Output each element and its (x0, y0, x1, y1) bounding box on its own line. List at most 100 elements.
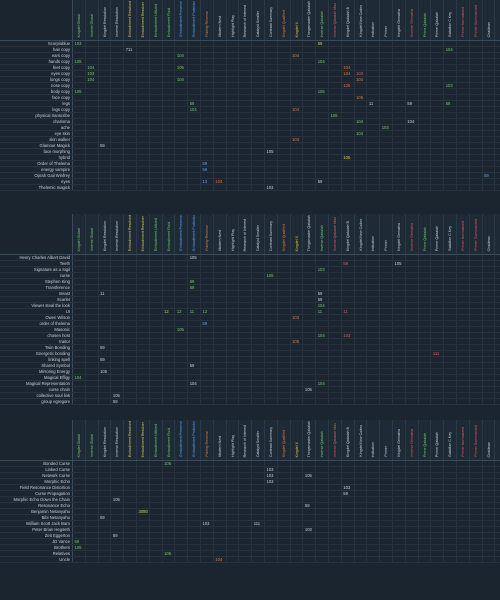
value-cell[interactable]: 104 (445, 47, 453, 52)
value-cell[interactable]: 104 (189, 107, 197, 112)
value-cell[interactable]: 59 (112, 399, 118, 404)
column-header[interactable]: Embodiment Protector (192, 421, 197, 457)
column-header[interactable]: Bataillon C Key (448, 432, 453, 457)
row-label[interactable]: Owen Wilson (45, 315, 70, 320)
value-cell[interactable]: 104 (176, 53, 184, 58)
value-cell[interactable]: 105 (176, 65, 184, 70)
column-header[interactable]: Highlight Play (230, 435, 235, 457)
value-cell[interactable]: 59 (202, 321, 208, 326)
value-cell[interactable]: 111 (253, 521, 261, 526)
value-cell[interactable]: 104 (87, 77, 95, 82)
column-header[interactable]: Prime Qabalah (422, 227, 427, 251)
column-header[interactable]: Inverse Qabalah Max (333, 216, 337, 251)
value-cell[interactable]: 103 (215, 179, 223, 184)
row-label[interactable]: Beast (59, 291, 70, 296)
column-header[interactable]: Embodiment Preserve (179, 1, 184, 37)
value-cell[interactable]: 12 (202, 309, 208, 314)
row-label[interactable]: Morphic Echo Down the Chain (13, 497, 70, 502)
value-cell[interactable]: 103 (292, 315, 300, 320)
row-label[interactable]: group egregore (41, 399, 70, 404)
row-label[interactable]: UI (65, 309, 70, 314)
value-cell[interactable]: 103 (266, 185, 274, 190)
row-label[interactable]: legs copy (52, 107, 70, 112)
value-cell[interactable]: 104 (189, 381, 197, 386)
value-cell[interactable]: 111 (432, 351, 440, 356)
column-header[interactable]: Embodiment Resolved (128, 0, 133, 37)
value-cell[interactable]: 105 (74, 89, 82, 94)
value-cell[interactable]: 11 (343, 309, 348, 314)
row-label[interactable]: Linked Curse (45, 467, 70, 472)
value-cell[interactable]: 59 (317, 297, 323, 302)
row-label[interactable]: Benjamin Netanyahu (31, 509, 70, 514)
value-cell[interactable]: 105 (266, 273, 274, 278)
value-cell[interactable]: 104 (356, 131, 364, 136)
value-cell[interactable]: 103 (202, 521, 210, 526)
column-header[interactable]: Kingdel Global (77, 13, 81, 37)
column-header[interactable]: Inverse Qabalah Max (333, 422, 337, 457)
column-header[interactable]: Embodiment Fluid (166, 428, 171, 457)
column-header[interactable]: Primer Summarized (473, 219, 478, 251)
value-cell[interactable]: 103 (317, 267, 325, 272)
column-header[interactable]: Kingdel New Codex (358, 425, 363, 457)
column-header[interactable]: Kingdel Resolution (102, 221, 107, 251)
row-label[interactable]: Oprah Gail Winfrey (34, 173, 70, 178)
column-header[interactable]: Embodiment Resolved (128, 420, 133, 457)
column-header[interactable]: Research of Interest (243, 218, 248, 251)
column-header[interactable]: Embodiment Resolved (128, 214, 133, 251)
value-cell[interactable]: 104 (292, 107, 300, 112)
value-cell[interactable]: 105 (176, 327, 184, 332)
row-label[interactable]: lungs copy (49, 77, 70, 82)
column-header[interactable]: Inverse Qabalah (320, 10, 325, 37)
column-header[interactable]: Primer Normalized (461, 221, 465, 251)
row-label[interactable]: eye skin (54, 131, 70, 136)
column-header[interactable]: Primer (384, 446, 389, 457)
column-header[interactable]: Thingsmaster Qabalah (307, 420, 312, 457)
column-header[interactable]: Indication (371, 21, 376, 37)
row-label[interactable]: energy vampire (41, 167, 70, 172)
row-label[interactable]: collective soul link (36, 393, 70, 398)
value-cell[interactable]: 59 (304, 503, 310, 508)
column-header[interactable]: Kingdel New Codex (358, 219, 363, 251)
value-cell[interactable]: 711 (125, 47, 133, 52)
column-header[interactable]: Kingdel Global (77, 433, 81, 457)
column-header[interactable]: Kingdel New Codex (358, 5, 363, 37)
value-cell[interactable]: 105 (164, 461, 172, 466)
column-header[interactable]: Inverse Qabalah (320, 224, 325, 251)
column-header[interactable]: Primer (384, 26, 389, 37)
column-header[interactable]: Embodiment Preserve (179, 421, 184, 457)
column-header[interactable]: Inverse Global (89, 227, 94, 251)
row-label[interactable]: ears copy (51, 53, 70, 58)
column-header[interactable]: Chaldean (486, 235, 491, 251)
row-label[interactable]: Mirroring Energy (39, 369, 70, 374)
column-header[interactable]: Primer Normalized (461, 427, 465, 457)
column-header[interactable]: Catalyst Smaller (256, 10, 261, 37)
row-label[interactable]: Masonic (54, 327, 70, 332)
value-cell[interactable]: 11 (100, 291, 105, 296)
value-cell[interactable]: 105 (304, 387, 312, 392)
column-header[interactable]: Research of Interest (243, 424, 248, 457)
value-cell[interactable]: 59 (189, 101, 195, 106)
column-header[interactable]: Research of Interest (243, 4, 248, 37)
row-label[interactable]: ache (60, 125, 70, 130)
value-cell[interactable]: 59 (407, 101, 412, 106)
row-label[interactable]: Magical Effigy (44, 375, 70, 380)
column-header[interactable]: Kingdel X (294, 441, 299, 457)
value-cell[interactable]: 105 (343, 155, 351, 160)
column-header[interactable]: Primer Summarized (473, 5, 478, 37)
value-cell[interactable]: 103 (266, 467, 274, 472)
column-header[interactable]: Inverse Resolution (115, 7, 120, 37)
value-cell[interactable]: 105 (112, 393, 120, 398)
value-cell[interactable]: 59 (202, 167, 208, 172)
row-label[interactable]: skin walker (49, 137, 70, 142)
row-label[interactable]: traitor (59, 339, 70, 344)
value-cell[interactable]: 3080 (138, 509, 148, 514)
row-label[interactable]: Twin Bonding (44, 345, 70, 350)
column-header[interactable]: Kingdel Resolution (102, 7, 107, 37)
value-cell[interactable]: 103 (304, 527, 312, 532)
value-cell[interactable]: 59 (189, 279, 195, 284)
row-label[interactable]: Transference (45, 285, 70, 290)
row-label[interactable]: Field Resonance Distortion (19, 485, 70, 490)
value-cell[interactable]: 104 (317, 381, 325, 386)
column-header[interactable]: Embodiment Resolver (141, 421, 145, 457)
value-cell[interactable]: 105 (292, 339, 300, 344)
